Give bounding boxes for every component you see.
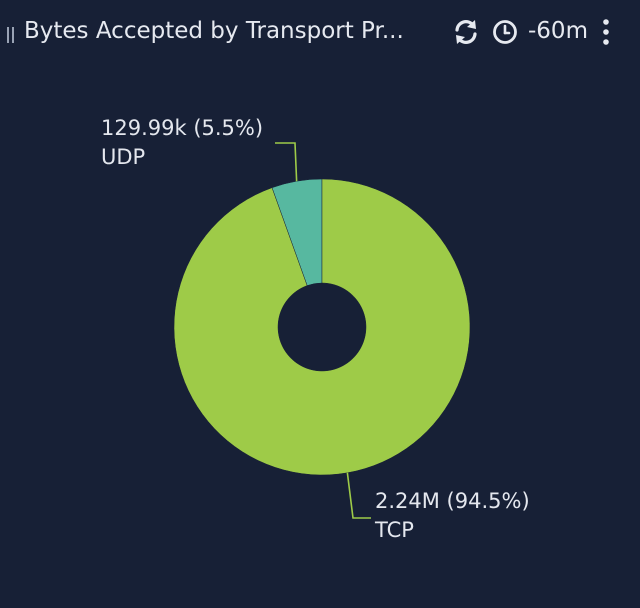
leader-line-udp [275, 142, 298, 182]
slice-name-udp: UDP [101, 145, 145, 169]
slice-name-tcp: TCP [374, 518, 414, 542]
leader-line-tcp [346, 472, 371, 519]
refresh-icon[interactable] [451, 17, 481, 47]
data-label-udp: 129.99k (5.5%) [101, 116, 263, 140]
donut-chart: 129.99k (5.5%) UDP 2.24M (94.5%) TCP [101, 116, 530, 542]
panel-title: Bytes Accepted by Transport Pr... [24, 18, 404, 44]
data-label-tcp: 2.24M (94.5%) [375, 489, 530, 513]
clock-icon[interactable] [491, 18, 519, 46]
panel-header: Bytes Accepted by Transport Pr... -60m [0, 0, 640, 60]
drag-handle-icon[interactable] [7, 27, 15, 43]
kebab-menu-icon[interactable] [598, 16, 614, 48]
time-range-button[interactable]: -60m [528, 18, 588, 44]
pie-slice-tcp[interactable] [173, 178, 471, 476]
